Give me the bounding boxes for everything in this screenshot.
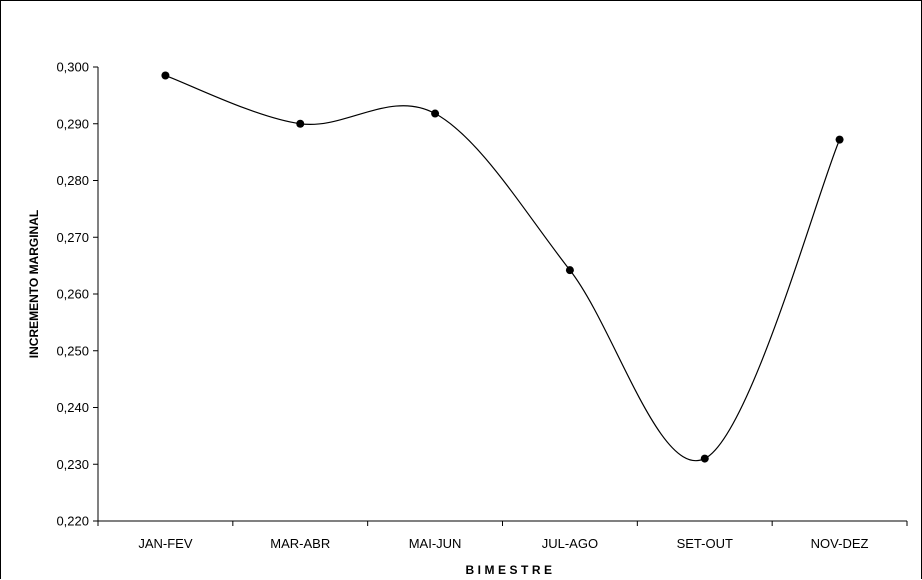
data-points — [161, 71, 844, 463]
data-point — [835, 135, 844, 144]
y-tick-label: 0,220 — [56, 514, 89, 529]
y-tick-label: 0,280 — [56, 173, 89, 188]
data-point — [431, 109, 440, 118]
y-tick-label: 0,250 — [56, 343, 89, 358]
x-tick-label: JUL-AGO — [542, 536, 598, 551]
data-point — [700, 454, 709, 463]
y-axis-ticks: 0,220 0,230 0,240 0,250 0,260 0,270 0,280 0,290… — [56, 60, 98, 529]
series-line — [165, 74, 841, 462]
x-tick-label: JAN-FEV — [138, 536, 193, 551]
y-axis-title: INCREMENTO MARGINAL — [27, 210, 41, 358]
x-axis-ticks: JAN-FEV MAR-ABR MAI-JUN JUL-AGO SET-OUT NOV-D… — [97, 521, 908, 551]
data-point — [565, 266, 574, 275]
y-tick-label: 0,240 — [56, 400, 89, 415]
data-point — [296, 119, 305, 128]
y-tick-label: 0,270 — [56, 230, 89, 245]
x-tick-label: NOV-DEZ — [811, 536, 869, 551]
y-tick-label: 0,290 — [56, 116, 89, 131]
x-tick-label: SET-OUT — [677, 536, 733, 551]
x-tick-label: MAI-JUN — [409, 536, 462, 551]
x-axis-title: BIMESTRE — [465, 563, 555, 577]
x-tick-label: MAR-ABR — [270, 536, 330, 551]
y-tick-label: 0,260 — [56, 287, 89, 302]
data-point — [161, 71, 170, 80]
y-tick-label: 0,300 — [56, 60, 89, 75]
y-tick-label: 0,230 — [56, 457, 89, 472]
